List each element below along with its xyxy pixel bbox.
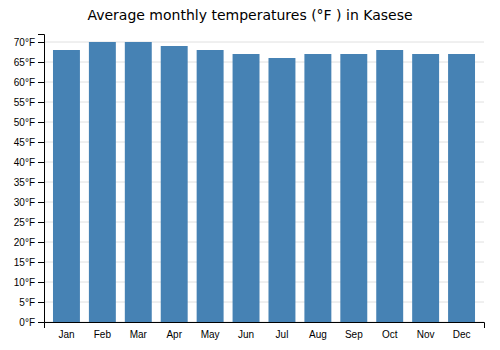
y-tick: 0°F [19,317,44,328]
y-tick-label: 5°F [19,297,35,308]
y-tick: 40°F [14,157,44,168]
y-tick: 70°F [14,37,44,48]
x-tick: May [201,329,220,340]
bar [268,58,295,322]
y-tick-label: 25°F [14,217,35,228]
x-axis-line [45,323,485,329]
y-tick-mark [38,282,44,283]
y-tick-mark [38,262,44,263]
x-tick-label: Sep [345,329,363,340]
x-tick: Aug [309,329,327,340]
bar [53,50,80,322]
x-tick-label: Jul [276,329,289,340]
y-tick: 60°F [14,77,44,88]
y-tick-mark [38,162,44,163]
y-tick: 35°F [14,177,44,188]
bar [233,54,260,322]
x-tick: Jan [58,329,74,340]
bar [89,42,116,322]
x-tick-label: Mar [130,329,148,340]
bar [125,42,152,322]
y-tick-label: 0°F [19,317,35,328]
y-tick-mark [38,62,44,63]
x-tick: Jun [238,329,254,340]
y-tick: 20°F [14,237,44,248]
y-tick-mark [38,182,44,183]
bar [412,54,439,322]
y-tick-mark [38,82,44,83]
y-tick-label: 40°F [14,157,35,168]
x-tick-label: Apr [166,329,182,340]
y-tick: 5°F [19,297,44,308]
x-tick: Sep [345,329,363,340]
y-axis-line [38,35,45,323]
y-tick-label: 65°F [14,57,35,68]
y-tick-mark [38,42,44,43]
y-tick-mark [38,102,44,103]
y-tick-label: 20°F [14,237,35,248]
y-tick-mark [38,322,44,323]
y-tick: 25°F [14,217,44,228]
y-tick: 55°F [14,97,44,108]
y-tick: 65°F [14,57,44,68]
y-tick-label: 30°F [14,197,35,208]
x-tick: Jul [276,329,289,340]
y-tick-label: 45°F [14,137,35,148]
x-tick: Dec [453,329,471,340]
y-tick: 45°F [14,137,44,148]
bars [53,42,475,322]
bar [376,50,403,322]
bar [448,54,475,322]
bar [340,54,367,322]
y-axis: 0°F 5°F 10°F 15°F 20°F 25°F 30°F 35°F 40°F 45°F 50… [14,35,45,328]
grid [44,42,484,322]
x-tick-label: Jun [238,329,254,340]
y-tick-label: 35°F [14,177,35,188]
y-tick-mark [38,302,44,303]
y-tick-mark [38,122,44,123]
bar [161,46,188,322]
y-tick-mark [38,202,44,203]
y-tick-label: 60°F [14,77,35,88]
y-tick: 30°F [14,197,44,208]
x-tick-label: Nov [417,329,435,340]
x-tick: Nov [417,329,435,340]
y-tick-mark [38,242,44,243]
y-tick: 50°F [14,117,44,128]
y-tick-label: 50°F [14,117,35,128]
x-tick-label: Dec [453,329,471,340]
y-tick: 10°F [14,277,44,288]
bar [197,50,224,322]
x-tick: Apr [166,329,182,340]
x-tick-label: Jan [58,329,74,340]
x-tick-label: Oct [382,329,398,340]
y-tick-label: 15°F [14,257,35,268]
y-tick-label: 55°F [14,97,35,108]
plot: 0°F 5°F 10°F 15°F 20°F 25°F 30°F 35°F 40°F 45°F 50… [14,35,485,341]
y-tick-mark [38,142,44,143]
x-tick-label: May [201,329,220,340]
x-tick: Oct [382,329,398,340]
chart: Average monthly temperatures (°F ) in Ka… [0,0,500,350]
x-tick: Feb [94,329,112,340]
y-tick: 15°F [14,257,44,268]
x-tick: Mar [130,329,148,340]
x-tick-label: Aug [309,329,327,340]
bar [304,54,331,322]
title: Average monthly temperatures (°F ) in Ka… [87,7,412,23]
y-tick-label: 10°F [14,277,35,288]
y-tick-mark [38,222,44,223]
x-tick-label: Feb [94,329,112,340]
y-tick-label: 70°F [14,37,35,48]
x-axis: Jan Feb Mar Apr May Jun Jul Aug Sep Oct Nov Dec [45,323,485,341]
